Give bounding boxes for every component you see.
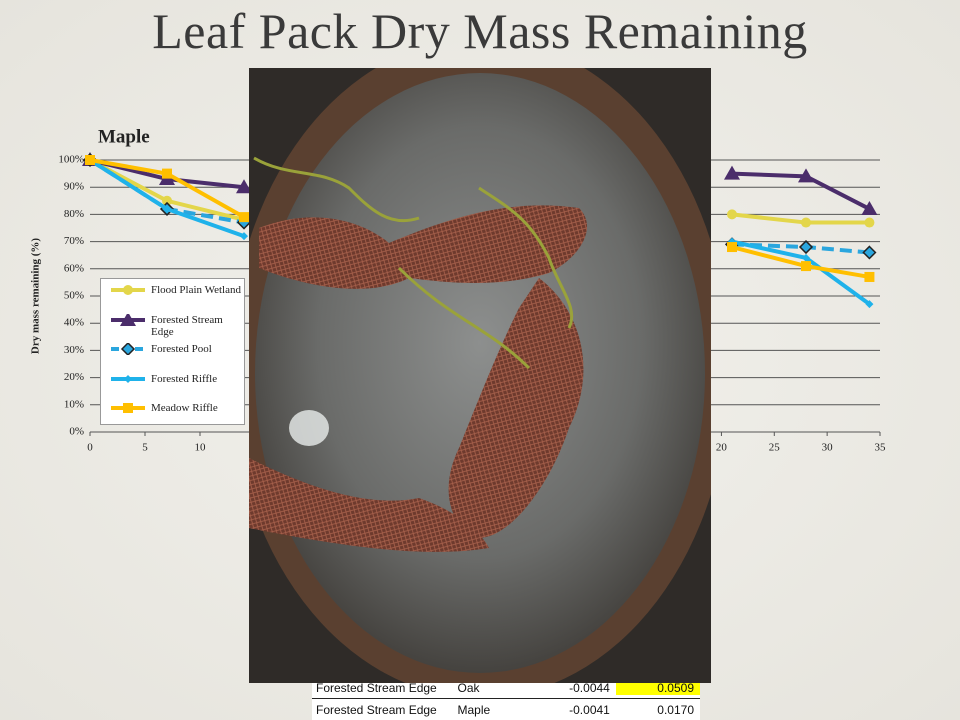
- legend-swatch: [111, 403, 145, 413]
- legend-swatch: [111, 374, 145, 383]
- marker: [798, 239, 814, 255]
- marker: [802, 253, 810, 262]
- marker: [864, 217, 875, 228]
- legend-item: Forested Riffle: [111, 373, 241, 385]
- marker: [163, 204, 171, 213]
- x-tick-label: 5: [142, 442, 148, 454]
- marker: [162, 195, 172, 206]
- table-cell: -0.0044: [569, 680, 610, 695]
- legend-item: Meadow Riffle: [111, 402, 241, 414]
- legend-item: Forested Stream Edge: [111, 313, 241, 338]
- marker: [864, 271, 875, 282]
- marker: [120, 343, 136, 355]
- chart-title: Maple: [98, 126, 150, 147]
- table-cell: Maple: [457, 702, 491, 717]
- legend-label: Forested Stream Edge: [151, 313, 223, 338]
- y-tick-label: 80%: [64, 208, 84, 220]
- table: Forested Stream Edge Oak -0.0044 0.0509 Fore…: [312, 677, 700, 720]
- y-tick-label: 50%: [64, 290, 84, 302]
- marker: [123, 285, 133, 295]
- marker: [801, 261, 811, 272]
- marker: [240, 232, 248, 241]
- x-tick-label: 30: [822, 442, 834, 454]
- marker: [862, 245, 877, 260]
- series-line: [731, 212, 870, 225]
- legend-swatch: [111, 313, 145, 326]
- leaf-pack-photo: [249, 68, 711, 683]
- table-cell: Forested Stream Edge: [316, 680, 437, 695]
- y-tick-label: 20%: [64, 371, 84, 383]
- marker: [727, 209, 737, 220]
- marker: [798, 168, 814, 183]
- table-cell: Oak: [457, 680, 480, 695]
- legend-item: Flood Plain Wetland: [111, 284, 241, 296]
- table-cell: Forested Stream Edge: [316, 702, 437, 717]
- slide-title: Leaf Pack Dry Mass Remaining: [152, 3, 808, 59]
- marker: [124, 374, 132, 383]
- marker: [239, 212, 249, 223]
- marker: [801, 217, 811, 228]
- legend-label: Forested Pool: [151, 343, 212, 355]
- y-tick-label: 30%: [64, 344, 84, 356]
- y-tick-label: 0%: [69, 426, 84, 438]
- marker: [236, 179, 252, 194]
- marker: [865, 300, 874, 309]
- y-axis-label: Dry mass remaining (%): [30, 238, 42, 355]
- table-row: Forested Stream Edge Oak -0.0044 0.0509: [312, 677, 700, 699]
- marker: [123, 403, 133, 413]
- legend-label: Flood Plain Wetland: [151, 284, 241, 296]
- y-tick-label: 10%: [64, 398, 84, 410]
- legend-label: Meadow Riffle: [151, 402, 218, 414]
- y-tick-label: 60%: [64, 262, 84, 274]
- x-tick-label: 25: [769, 442, 781, 454]
- marker: [162, 168, 172, 179]
- y-tick-label: 70%: [64, 235, 84, 247]
- marker: [727, 242, 737, 253]
- marker: [85, 155, 95, 165]
- y-tick-label: 90%: [64, 181, 84, 193]
- x-tick-label: 20: [716, 442, 728, 454]
- marker: [120, 313, 136, 326]
- x-tick-label: 0: [87, 442, 93, 454]
- x-tick-label: 10: [195, 442, 207, 454]
- table-cell: 0.0170: [657, 702, 694, 717]
- legend-swatch: [111, 343, 145, 355]
- y-tick-label: 100%: [58, 154, 84, 166]
- y-tick-label: 40%: [64, 317, 84, 329]
- marker: [724, 165, 740, 180]
- legend-swatch: [111, 285, 145, 295]
- table-cell: -0.0041: [569, 702, 610, 717]
- table-row: Forested Stream Edge Maple -0.0041 0.0170: [312, 699, 700, 720]
- table-cell: 0.0509: [615, 680, 700, 695]
- legend-item: Forested Pool: [111, 343, 241, 355]
- legend-label: Forested Riffle: [151, 372, 218, 385]
- x-tick-label: 35: [875, 442, 887, 454]
- marker: [861, 200, 878, 215]
- legend: Flood Plain Wetland Forested Stream Edge F…: [100, 278, 245, 425]
